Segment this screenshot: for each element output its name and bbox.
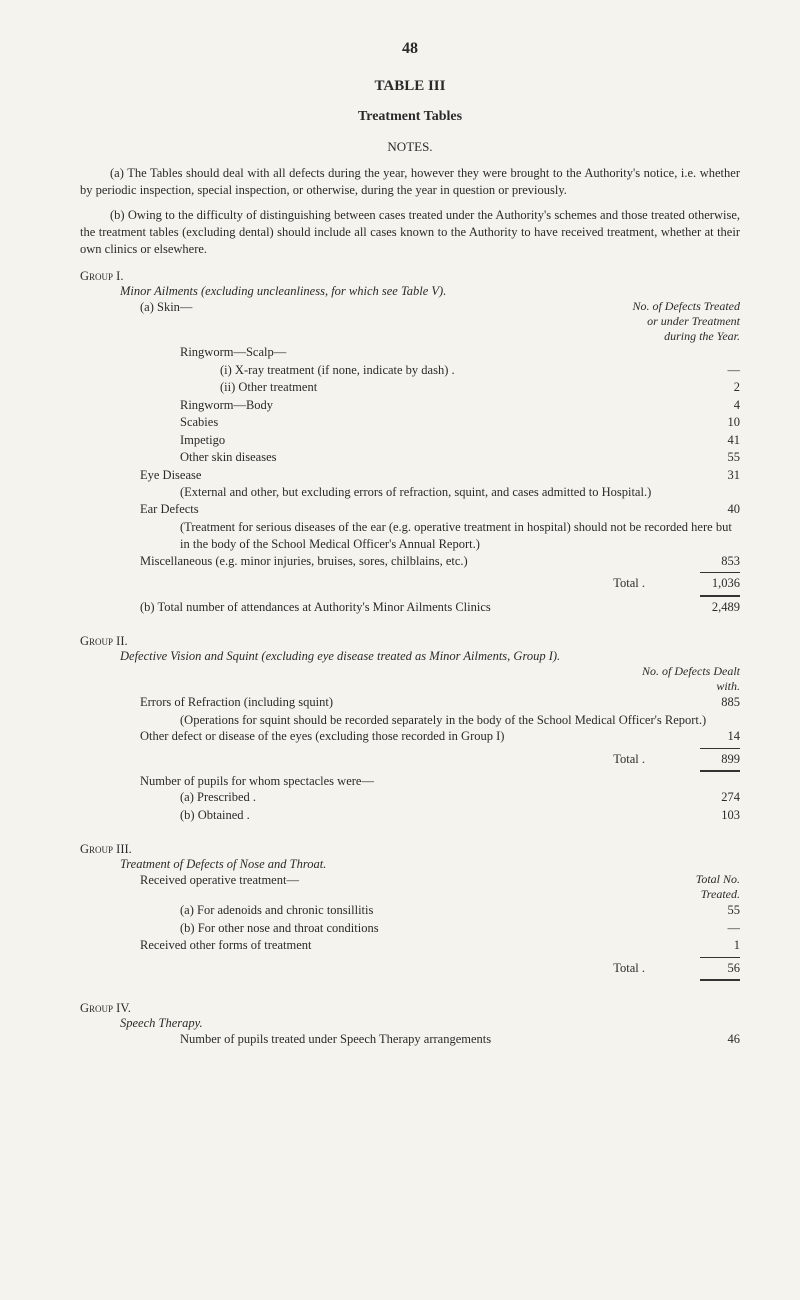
total-row: Total .1,036 (80, 575, 740, 593)
group3-head: Group III. (80, 842, 740, 857)
row-label: Errors of Refraction (including squint) (80, 694, 685, 712)
row-val: 853 (685, 553, 740, 571)
group1-header-row: (a) Skin— No. of Defects Treated or unde… (80, 299, 740, 344)
row-val: 41 (685, 432, 740, 450)
table-row: Ringworm—Scalp— (80, 344, 740, 362)
table-row: Ringworm—Body4 (80, 397, 740, 415)
table-row: (a) Prescribed .274 (80, 789, 740, 807)
table-row: Miscellaneous (e.g. minor injuries, brui… (80, 553, 740, 571)
eye-note: (External and other, but excluding error… (80, 484, 740, 501)
row-val: 885 (685, 694, 740, 712)
total-val: 1,036 (685, 575, 740, 593)
table-row: Number of pupils treated under Speech Th… (80, 1031, 740, 1049)
group2-head: Group II. (80, 634, 740, 649)
rule (700, 595, 740, 597)
row-val: 14 (685, 728, 740, 746)
rule (700, 957, 740, 958)
note-b: (b) Owing to the difficulty of distingui… (80, 207, 740, 258)
errors-note: (Operations for squint should be recorde… (80, 712, 740, 729)
group2-subtitle: Defective Vision and Squint (excluding e… (80, 649, 740, 664)
group2-header-row: No. of Defects Dealt with. (80, 664, 740, 694)
row-label: (a) For adenoids and chronic tonsillitis (80, 902, 685, 920)
table-row: Other defect or disease of the eyes (exc… (80, 728, 740, 746)
row-val: 1 (685, 937, 740, 955)
table-title: TABLE III (80, 78, 740, 95)
group4-head: Group IV. (80, 1001, 740, 1016)
row-val: 46 (685, 1031, 740, 1049)
row-label: Number of pupils treated under Speech Th… (80, 1031, 685, 1049)
row-val: 10 (685, 414, 740, 432)
table-row: Other skin diseases55 (80, 449, 740, 467)
row-label: (b) Total number of attendances at Autho… (80, 599, 685, 617)
row-label: Ringworm—Scalp— (80, 344, 685, 362)
row-label: Ringworm—Body (80, 397, 685, 415)
row-label: Miscellaneous (e.g. minor injuries, brui… (80, 553, 685, 571)
row-val: 55 (685, 449, 740, 467)
table-row: Impetigo41 (80, 432, 740, 450)
table-row: Ear Defects40 (80, 501, 740, 519)
table-row: (b) For other nose and throat conditions… (80, 920, 740, 938)
table-row: (i) X-ray treatment (if none, indicate b… (80, 362, 740, 380)
total-label: Total . (80, 960, 685, 978)
row-label: (b) For other nose and throat conditions (80, 920, 685, 938)
row-label: (a) Prescribed . (80, 789, 685, 807)
total-label: Total . (80, 575, 685, 593)
table-row: Errors of Refraction (including squint)8… (80, 694, 740, 712)
table-row: Eye Disease31 (80, 467, 740, 485)
total-val: 899 (685, 751, 740, 769)
row-label: Received other forms of treatment (80, 937, 685, 955)
group1-head: Group I. (80, 269, 740, 284)
rule (700, 979, 740, 981)
section-title: Treatment Tables (80, 109, 740, 125)
row-val: 31 (685, 467, 740, 485)
group1-col-header: No. of Defects Treated or under Treatmen… (630, 299, 740, 344)
row-val: — (685, 920, 740, 938)
notes-title: NOTES. (80, 139, 740, 155)
total-val: 56 (685, 960, 740, 978)
row-val: — (685, 362, 740, 380)
row-val: 2,489 (685, 599, 740, 617)
table-row: Received other forms of treatment1 (80, 937, 740, 955)
row-label: (ii) Other treatment (80, 379, 685, 397)
received-label: Received operative treatment— (80, 872, 660, 902)
row-label: (i) X-ray treatment (if none, indicate b… (80, 362, 685, 380)
row-label: Eye Disease (80, 467, 685, 485)
row-label: Impetigo (80, 432, 685, 450)
table-row: Scabies10 (80, 414, 740, 432)
rule (700, 748, 740, 749)
rule (700, 770, 740, 772)
page: 48 TABLE III Treatment Tables NOTES. (a)… (0, 0, 800, 1089)
total-row: Total .56 (80, 960, 740, 978)
row-val: 274 (685, 789, 740, 807)
total-label: Total . (80, 751, 685, 769)
row-label: Other skin diseases (80, 449, 685, 467)
total-row: Total .899 (80, 751, 740, 769)
row-val: 103 (685, 807, 740, 825)
note-a: (a) The Tables should deal with all defe… (80, 165, 740, 199)
row-label: Ear Defects (80, 501, 685, 519)
row-label: Other defect or disease of the eyes (exc… (80, 728, 685, 746)
rule (700, 572, 740, 573)
table-row: (a) For adenoids and chronic tonsillitis… (80, 902, 740, 920)
group3-col-header: Total No. Treated. (660, 872, 740, 902)
ear-note: (Treatment for serious diseases of the e… (80, 519, 740, 553)
group2-col-header: No. of Defects Dealt with. (630, 664, 740, 694)
row-val: 2 (685, 379, 740, 397)
specs-label: Number of pupils for whom spectacles wer… (80, 774, 740, 789)
group3-header-row: Received operative treatment— Total No. … (80, 872, 740, 902)
row-label: Scabies (80, 414, 685, 432)
row-val: 40 (685, 501, 740, 519)
group4-subtitle: Speech Therapy. (80, 1016, 740, 1031)
group3-subtitle: Treatment of Defects of Nose and Throat. (80, 857, 740, 872)
table-row: (ii) Other treatment2 (80, 379, 740, 397)
row-val: 55 (685, 902, 740, 920)
row-val: 4 (685, 397, 740, 415)
group1-a-label: (a) Skin— (80, 299, 630, 344)
table-row: (b) Obtained .103 (80, 807, 740, 825)
row-val (685, 344, 740, 362)
table-row: (b) Total number of attendances at Autho… (80, 599, 740, 617)
row-label: (b) Obtained . (80, 807, 685, 825)
group1-subtitle: Minor Ailments (excluding uncleanliness,… (80, 284, 740, 299)
page-number: 48 (80, 40, 740, 58)
